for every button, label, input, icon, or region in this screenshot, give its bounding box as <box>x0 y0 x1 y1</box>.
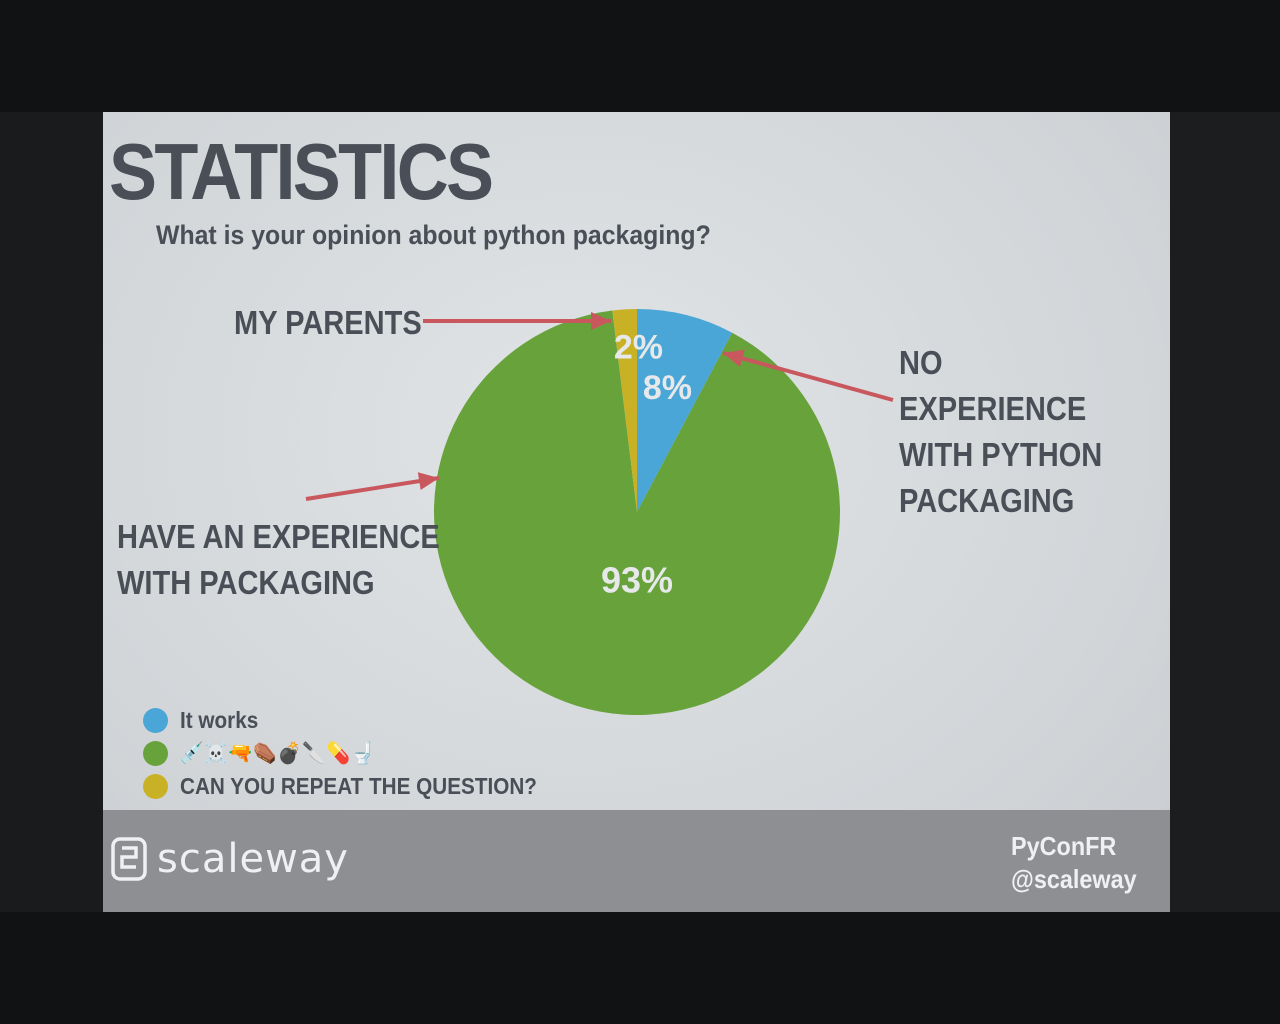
scaleway-logo-icon <box>111 837 147 881</box>
callout-my-parents-text: MY PARENTS <box>234 304 422 341</box>
slide-footer: scaleway PyConFR @scaleway <box>103 810 1170 912</box>
callout-no-experience-line-1: NO EXPERIENCE <box>899 344 1087 427</box>
slide: STATISTICS What is your opinion about py… <box>103 112 1170 912</box>
legend-label-it-works: It works <box>180 707 259 733</box>
legend-swatch-yellow <box>143 774 168 799</box>
pie-slice-repeat-question <box>612 309 637 512</box>
arrow-my-parents <box>423 312 611 330</box>
pie-label-2: 2% <box>614 329 663 367</box>
pie-slice-it-works <box>637 309 733 512</box>
scaleway-logo-text: scaleway <box>157 836 349 882</box>
callout-have-experience-line-2: WITH PACKAGING <box>117 564 375 601</box>
legend-swatch-green <box>143 741 168 766</box>
callout-have-experience: HAVE AN EXPERIENCE WITH PACKAGING <box>117 514 440 606</box>
scaleway-logo: scaleway <box>111 836 349 882</box>
screen-left-border <box>0 112 103 912</box>
slide-subtitle: What is your opinion about python packag… <box>156 220 711 250</box>
pie-chart: 8% 93% 2% <box>305 309 894 715</box>
legend-item-it-works: It works <box>143 704 577 737</box>
legend-label-repeat-question: CAN YOU REPEAT THE QUESTION? <box>180 773 537 799</box>
arrow-have-experience <box>305 472 440 501</box>
pie-label-93: 93% <box>601 560 673 601</box>
chart-legend: It works 💉☠️🔫⚰️💣🔪💊🚽 CAN YOU REPEAT THE Q… <box>143 704 577 803</box>
screen-right-border <box>1170 112 1280 912</box>
pie-label-8: 8% <box>643 369 692 407</box>
event-name: PyConFR <box>1011 831 1117 861</box>
callout-have-experience-line-1: HAVE AN EXPERIENCE <box>117 518 440 555</box>
event-handle: PyConFR @scaleway <box>1011 830 1137 896</box>
callout-no-experience-line-3: PACKAGING <box>899 482 1075 519</box>
legend-label-emoji: 💉☠️🔫⚰️💣🔪💊🚽 <box>180 741 376 765</box>
legend-item-repeat-question: CAN YOU REPEAT THE QUESTION? <box>143 770 577 803</box>
callout-no-experience-line-2: WITH PYTHON <box>899 436 1103 473</box>
twitter-handle: @scaleway <box>1011 864 1137 894</box>
pie-slice-emoji <box>433 310 841 715</box>
legend-item-emoji: 💉☠️🔫⚰️💣🔪💊🚽 <box>143 737 577 770</box>
callout-my-parents: MY PARENTS <box>234 300 422 346</box>
legend-swatch-blue <box>143 708 168 733</box>
arrow-no-experience <box>722 349 894 402</box>
slide-title: STATISTICS <box>109 127 494 216</box>
callout-no-experience: NO EXPERIENCE WITH PYTHON PACKAGING <box>899 340 1137 524</box>
